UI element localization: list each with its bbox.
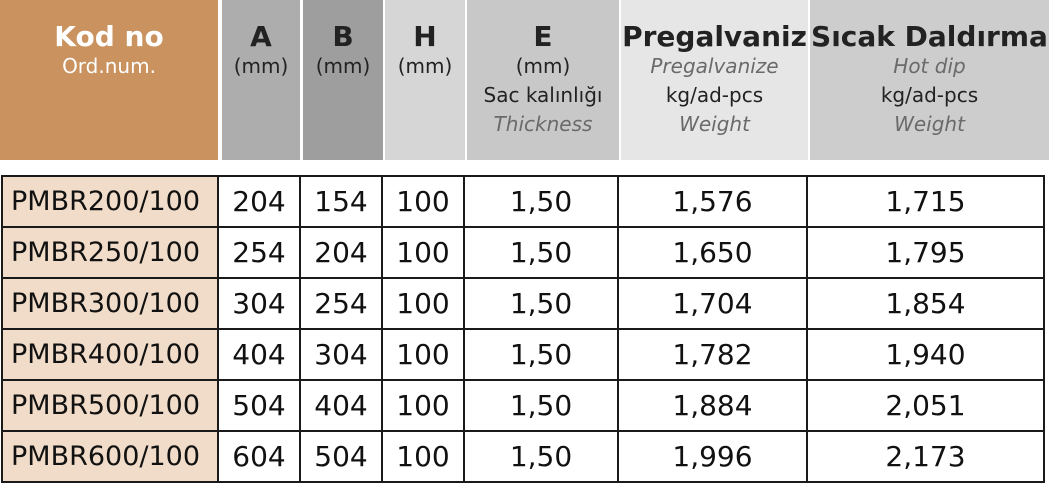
code-cell: PMBR400/100 bbox=[1, 328, 219, 381]
table-row: PMBR200/100 204 154 100 1,50 1,576 1,715 bbox=[1, 175, 1045, 228]
header-sicak-daldirma: Sıcak Daldırma Hot dip kg/ad-pcs Weight bbox=[810, 0, 1049, 160]
table-row: PMBR600/100 604 504 100 1,50 1,996 2,173 bbox=[1, 430, 1045, 483]
a-cell: 304 bbox=[217, 277, 301, 330]
pregalvaniz-cell: 1,782 bbox=[617, 328, 808, 381]
table-row: PMBR300/100 304 254 100 1,50 1,704 1,854 bbox=[1, 277, 1045, 330]
header-e: E (mm) Sac kalınlığı Thickness bbox=[467, 0, 619, 160]
header-e-turkish: Sac kalınlığı bbox=[483, 83, 603, 107]
pregalvaniz-cell: 1,704 bbox=[617, 277, 808, 330]
e-cell: 1,50 bbox=[463, 277, 619, 330]
pregalvaniz-cell: 1,884 bbox=[617, 379, 808, 432]
a-cell: 204 bbox=[217, 175, 301, 228]
header-code-title: Kod no bbox=[54, 20, 164, 53]
table-row: PMBR250/100 254 204 100 1,50 1,650 1,795 bbox=[1, 226, 1045, 279]
e-cell: 1,50 bbox=[463, 175, 619, 228]
h-cell: 100 bbox=[381, 328, 465, 381]
header-pregalvaniz-english: Pregalvanize bbox=[650, 54, 779, 78]
header-h: H (mm) bbox=[385, 0, 465, 160]
b-cell: 404 bbox=[299, 379, 383, 432]
header-pregalvaniz-title: Pregalvaniz bbox=[622, 20, 807, 53]
h-cell: 100 bbox=[381, 277, 465, 330]
header-e-english: Thickness bbox=[493, 112, 593, 136]
b-cell: 154 bbox=[299, 175, 383, 228]
header-sicak-title: Sıcak Daldırma bbox=[811, 20, 1048, 53]
h-cell: 100 bbox=[381, 226, 465, 279]
code-cell: PMBR300/100 bbox=[1, 277, 219, 330]
a-cell: 254 bbox=[217, 226, 301, 279]
table-row: PMBR400/100 404 304 100 1,50 1,782 1,940 bbox=[1, 328, 1045, 381]
a-cell: 504 bbox=[217, 379, 301, 432]
b-cell: 304 bbox=[299, 328, 383, 381]
h-cell: 100 bbox=[381, 430, 465, 483]
header-sicak-english: Hot dip bbox=[893, 54, 966, 78]
header-b: B (mm) bbox=[303, 0, 383, 160]
a-cell: 604 bbox=[217, 430, 301, 483]
header-b-title: B bbox=[332, 20, 354, 53]
b-cell: 504 bbox=[299, 430, 383, 483]
header-sicak-unit: kg/ad-pcs bbox=[880, 83, 979, 107]
table-row: PMBR500/100 504 404 100 1,50 1,884 2,051 bbox=[1, 379, 1045, 432]
header-e-unit: (mm) bbox=[515, 54, 571, 78]
code-cell: PMBR600/100 bbox=[1, 430, 219, 483]
sicak-cell: 1,854 bbox=[806, 277, 1045, 330]
sicak-cell: 1,940 bbox=[806, 328, 1045, 381]
pregalvaniz-cell: 1,650 bbox=[617, 226, 808, 279]
e-cell: 1,50 bbox=[463, 430, 619, 483]
e-cell: 1,50 bbox=[463, 226, 619, 279]
sicak-cell: 2,173 bbox=[806, 430, 1045, 483]
header-code: Kod no Ord.num. bbox=[0, 0, 218, 160]
header-code-subtitle: Ord.num. bbox=[62, 54, 156, 78]
b-cell: 204 bbox=[299, 226, 383, 279]
header-pregalvaniz: Pregalvaniz Pregalvanize kg/ad-pcs Weigh… bbox=[621, 0, 808, 160]
header-b-unit: (mm) bbox=[315, 54, 371, 78]
header-h-title: H bbox=[413, 20, 437, 53]
e-cell: 1,50 bbox=[463, 379, 619, 432]
sicak-cell: 1,715 bbox=[806, 175, 1045, 228]
header-a-unit: (mm) bbox=[233, 54, 289, 78]
pregalvaniz-cell: 1,996 bbox=[617, 430, 808, 483]
header-e-title: E bbox=[533, 20, 553, 53]
header-a: A (mm) bbox=[222, 0, 300, 160]
header-a-title: A bbox=[250, 20, 272, 53]
pregalvaniz-cell: 1,576 bbox=[617, 175, 808, 228]
header-sicak-weight: Weight bbox=[894, 112, 965, 136]
sicak-cell: 1,795 bbox=[806, 226, 1045, 279]
code-cell: PMBR200/100 bbox=[1, 175, 219, 228]
e-cell: 1,50 bbox=[463, 328, 619, 381]
code-cell: PMBR250/100 bbox=[1, 226, 219, 279]
header-h-unit: (mm) bbox=[397, 54, 453, 78]
header-pregalvaniz-weight: Weight bbox=[679, 112, 750, 136]
a-cell: 404 bbox=[217, 328, 301, 381]
h-cell: 100 bbox=[381, 379, 465, 432]
h-cell: 100 bbox=[381, 175, 465, 228]
header-pregalvaniz-unit: kg/ad-pcs bbox=[665, 83, 764, 107]
sicak-cell: 2,051 bbox=[806, 379, 1045, 432]
code-cell: PMBR500/100 bbox=[1, 379, 219, 432]
product-table: PMBR200/100 204 154 100 1,50 1,576 1,715… bbox=[1, 175, 1045, 483]
b-cell: 254 bbox=[299, 277, 383, 330]
